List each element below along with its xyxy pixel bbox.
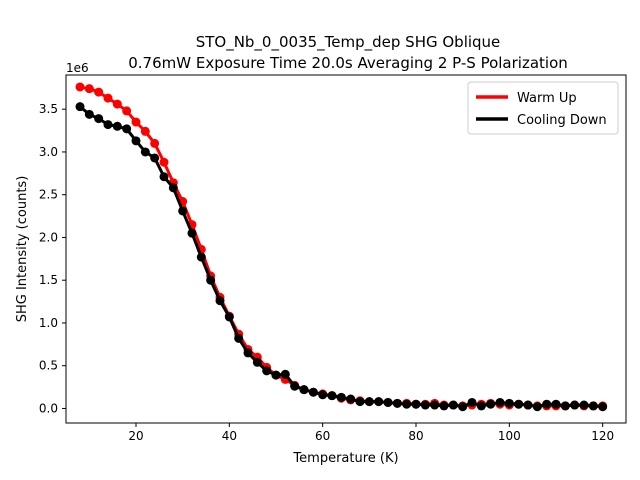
data-point-cooling-down (542, 399, 552, 409)
data-point-cooling-down (448, 400, 458, 410)
data-point-cooling-down (224, 312, 234, 322)
x-tick-label: 40 (222, 429, 237, 443)
y-tick-label: 3.0 (39, 145, 58, 159)
chart-title-line-2: 0.76mW Exposure Time 20.0s Averaging 2 P… (128, 54, 568, 72)
data-point-cooling-down (178, 206, 188, 216)
data-point-cooling-down (299, 385, 309, 395)
data-point-cooling-down (486, 399, 496, 409)
data-point-cooling-down (402, 399, 412, 409)
data-point-cooling-down (140, 147, 150, 157)
data-point-cooling-down (383, 397, 393, 407)
data-point-warm-up (140, 126, 150, 136)
data-point-cooling-down (355, 397, 365, 407)
data-point-cooling-down (243, 348, 253, 358)
data-point-warm-up (103, 93, 113, 103)
data-point-cooling-down (523, 400, 533, 410)
x-tick-label: 100 (498, 429, 521, 443)
data-point-cooling-down (271, 370, 281, 380)
data-point-cooling-down (570, 400, 580, 410)
x-axis-ticks: 20 40 60 80 100 120 (128, 423, 614, 443)
data-point-cooling-down (150, 153, 160, 163)
data-point-cooling-down (411, 399, 421, 409)
data-point-cooling-down (476, 401, 486, 411)
data-point-cooling-down (346, 394, 356, 404)
data-point-cooling-down (364, 397, 374, 407)
x-tick-label: 80 (408, 429, 423, 443)
legend: Warm Up Cooling Down (467, 81, 619, 135)
y-tick-label: 0.0 (39, 401, 58, 415)
data-point-cooling-down (84, 109, 94, 119)
data-point-cooling-down (103, 120, 113, 130)
data-point-warm-up (159, 157, 169, 167)
y-tick-label: 0.5 (39, 359, 58, 373)
data-point-cooling-down (94, 114, 104, 124)
x-tick-label: 20 (128, 429, 143, 443)
legend-box (467, 81, 619, 135)
data-point-warm-up (150, 138, 160, 148)
y-tick-label: 1.0 (39, 316, 58, 330)
data-point-warm-up (75, 82, 85, 92)
x-axis-label: Temperature (K) (292, 451, 398, 466)
data-point-cooling-down (579, 400, 589, 410)
data-point-cooling-down (262, 366, 272, 376)
data-point-warm-up (122, 106, 132, 116)
data-point-cooling-down (598, 402, 608, 412)
data-point-cooling-down (392, 398, 402, 408)
data-point-cooling-down (215, 296, 225, 306)
data-point-cooling-down (131, 136, 141, 146)
data-point-cooling-down (532, 402, 542, 412)
data-point-cooling-down (588, 401, 598, 411)
data-point-cooling-down (122, 124, 132, 134)
data-point-warm-up (112, 99, 122, 109)
data-point-cooling-down (551, 399, 561, 409)
data-point-cooling-down (75, 102, 85, 112)
data-point-cooling-down (318, 390, 328, 400)
data-point-cooling-down (112, 121, 122, 131)
data-point-cooling-down (374, 397, 384, 407)
data-point-cooling-down (187, 228, 197, 238)
data-point-cooling-down (514, 399, 524, 409)
x-tick-label: 120 (591, 429, 614, 443)
y-tick-label: 2.0 (39, 230, 58, 244)
data-point-cooling-down (336, 392, 346, 402)
data-point-cooling-down (159, 172, 169, 182)
data-point-cooling-down (234, 333, 244, 343)
data-point-cooling-down (467, 397, 477, 407)
data-point-cooling-down (308, 387, 318, 397)
plot-area-frame (65, 74, 627, 424)
data-point-warm-up (94, 87, 104, 97)
y-axis-label: SHG Intensity (counts) (15, 176, 30, 323)
x-tick-label: 60 (315, 429, 330, 443)
chart-title-line-1: STO_Nb_0_0035_Temp_dep SHG Oblique (196, 33, 501, 52)
y-tick-label: 1.5 (39, 273, 58, 287)
data-point-warm-up (84, 84, 94, 94)
data-point-cooling-down (439, 401, 449, 411)
data-point-cooling-down (495, 397, 505, 407)
data-point-cooling-down (327, 391, 337, 401)
data-point-cooling-down (458, 402, 468, 412)
legend-label-cooling-down: Cooling Down (517, 113, 607, 128)
y-tick-label: 3.5 (39, 102, 58, 116)
legend-label-warm-up: Warm Up (517, 91, 577, 106)
data-point-warm-up (131, 117, 141, 127)
data-point-cooling-down (504, 398, 514, 408)
data-point-cooling-down (420, 400, 430, 410)
y-axis-ticks: 0.0 0.5 1.0 1.5 2.0 2.5 3.0 3.5 (39, 102, 66, 415)
data-point-cooling-down (430, 400, 440, 410)
data-point-cooling-down (290, 381, 300, 391)
data-point-cooling-down (560, 401, 570, 411)
y-tick-label: 2.5 (39, 188, 58, 202)
data-point-cooling-down (196, 252, 206, 262)
data-point-cooling-down (252, 357, 262, 367)
data-point-cooling-down (280, 369, 290, 379)
y-axis-offset-label: 1e6 (66, 61, 89, 75)
data-point-cooling-down (206, 275, 216, 285)
data-point-cooling-down (168, 183, 178, 193)
plot-lines (75, 82, 608, 412)
